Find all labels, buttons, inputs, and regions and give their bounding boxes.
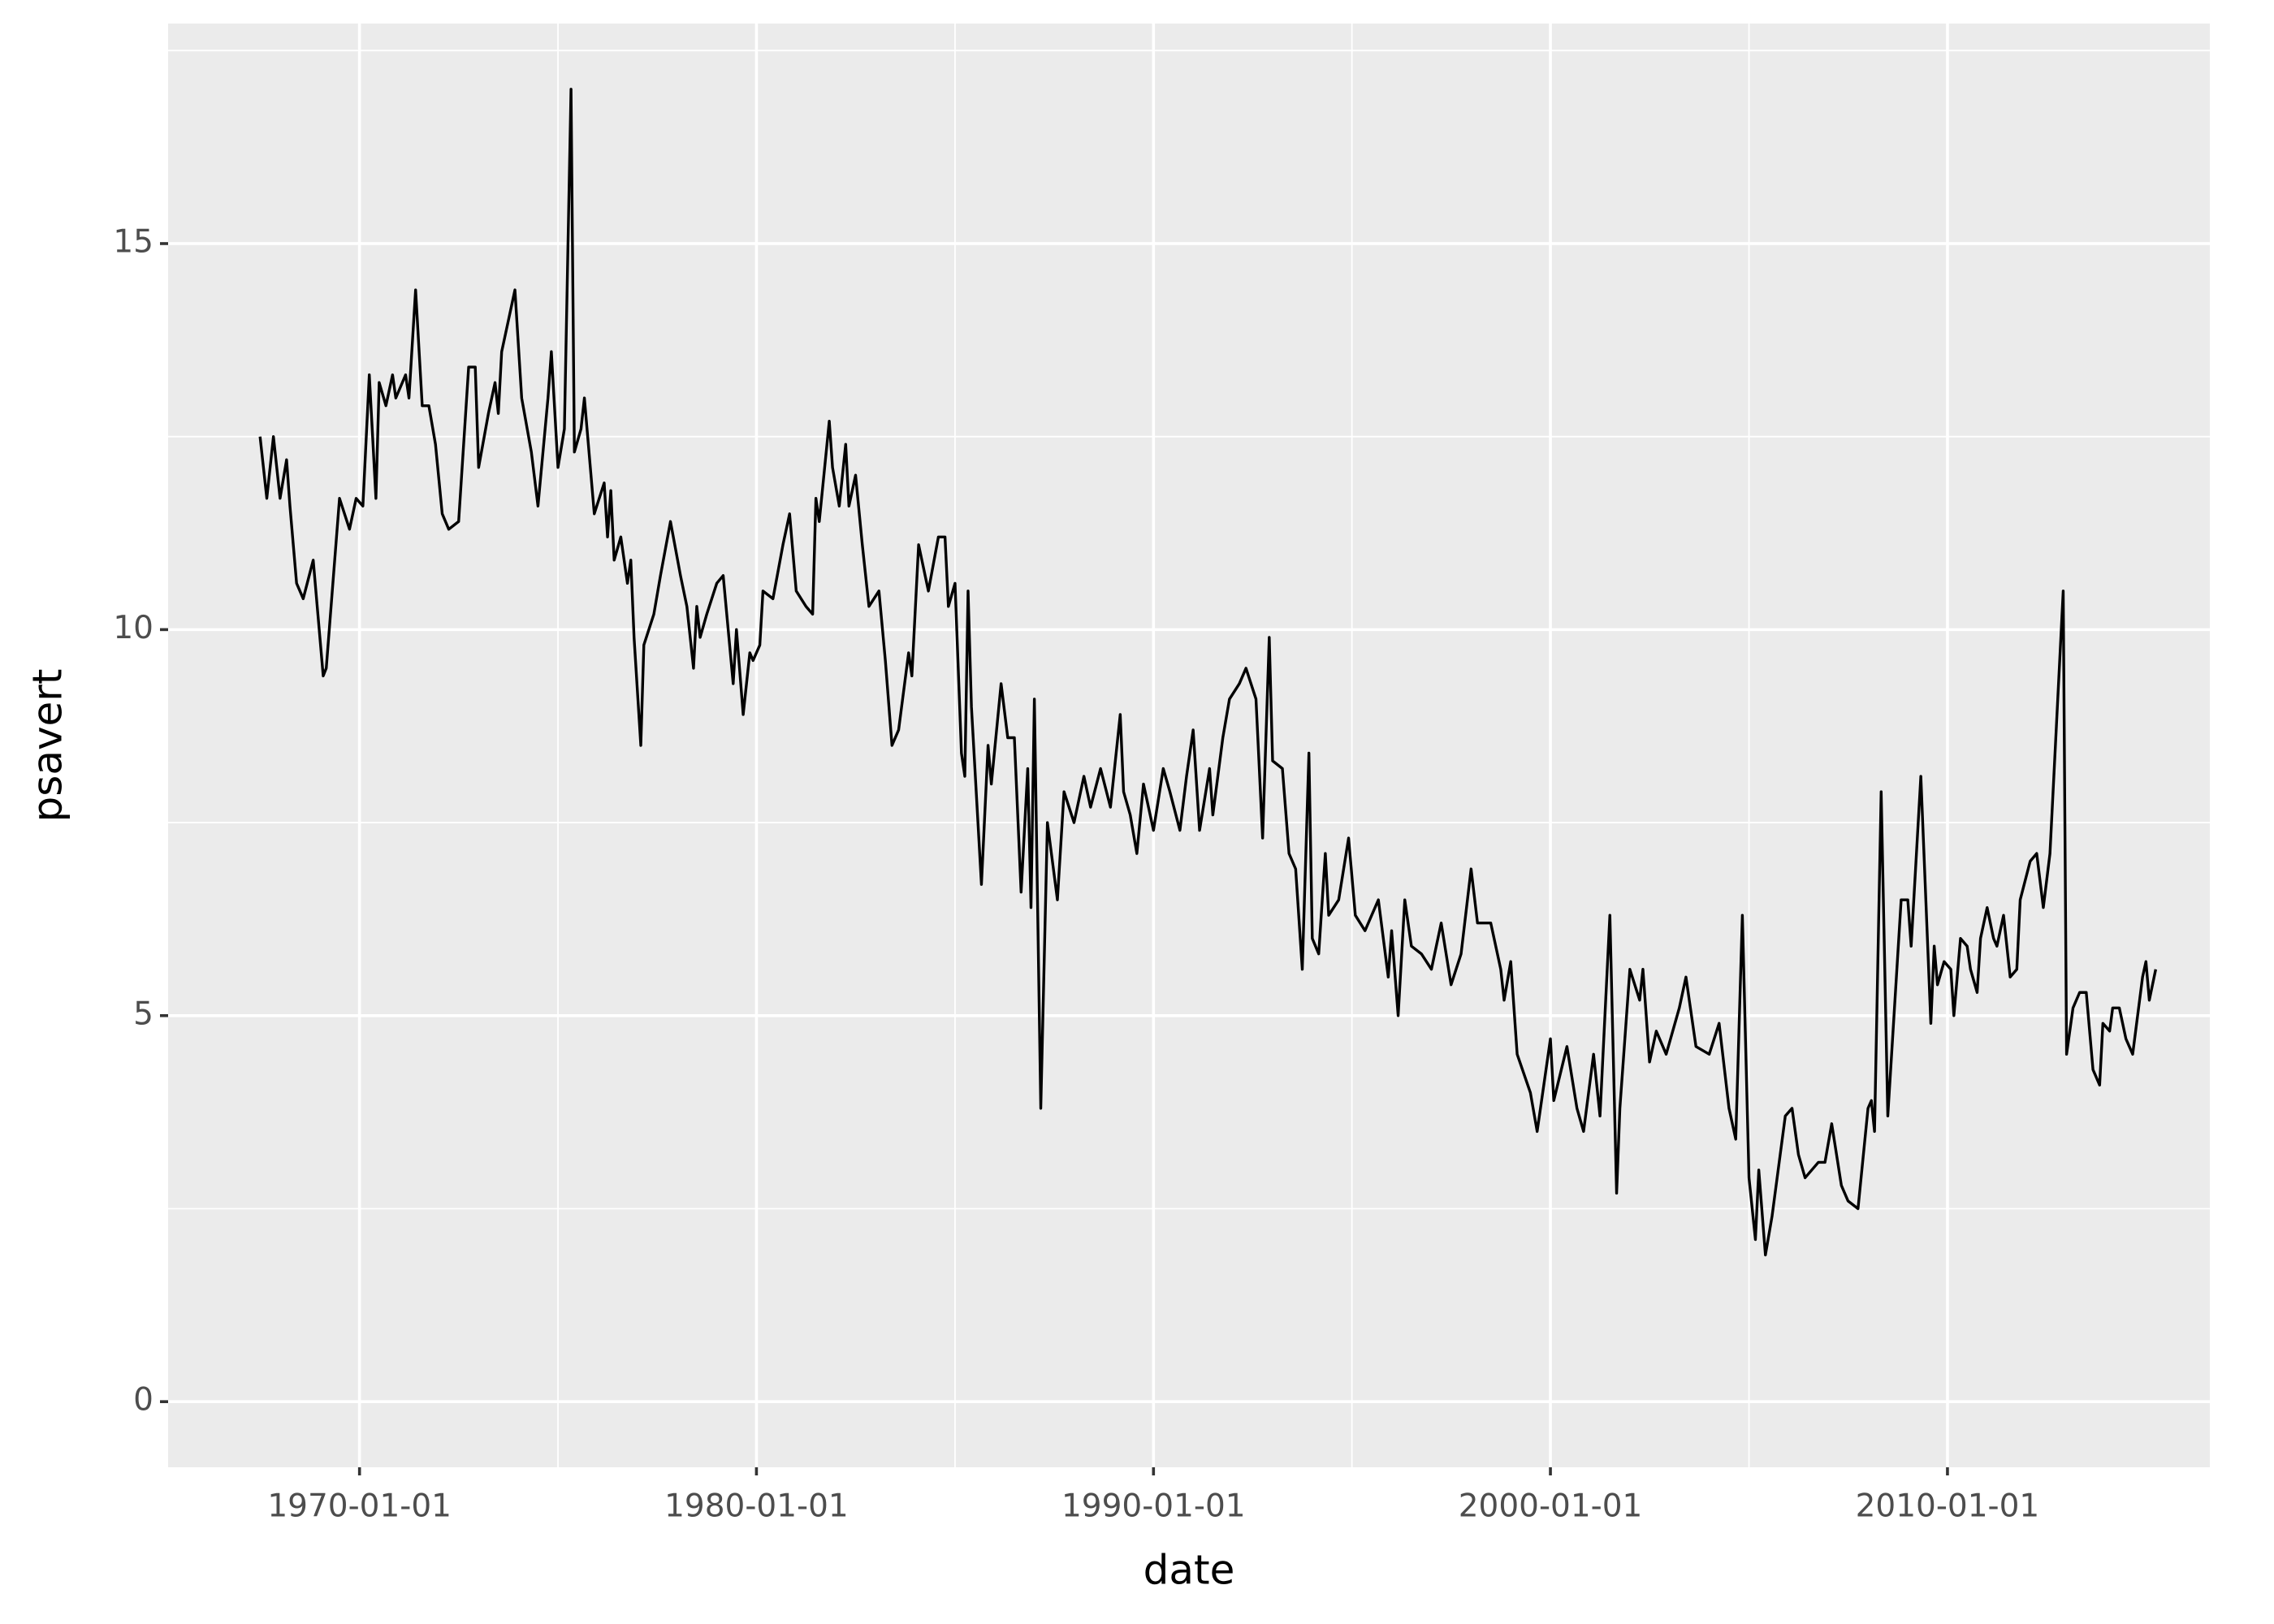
data-line (258, 88, 2158, 1257)
x-tick-label: 1990-01-01 (1061, 1488, 1246, 1525)
y-tick-label: 0 (133, 1382, 153, 1419)
x-tick-label: 2000-01-01 (1459, 1488, 1643, 1525)
y-axis-title: psavert (24, 669, 71, 823)
x-tick-label: 1970-01-01 (267, 1488, 452, 1525)
y-tick-label: 5 (133, 996, 153, 1032)
y-tick-label: 10 (113, 610, 153, 646)
x-tick-label: 2010-01-01 (1856, 1488, 2040, 1525)
x-tick-label: 1980-01-01 (664, 1488, 849, 1525)
panel (168, 24, 2210, 1467)
grid (168, 24, 2210, 1467)
x-axis-title: date (1143, 1547, 1235, 1594)
y-tick-label: 15 (113, 223, 153, 260)
marks (258, 88, 2158, 1257)
axes: 0 5 10 15 1970-01-01 1980-01-01 1990-01-01 2000… (113, 223, 2039, 1524)
